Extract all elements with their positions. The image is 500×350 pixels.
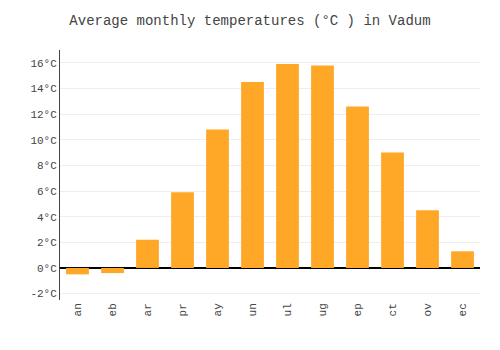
svg-text:Average monthly temperatures (: Average monthly temperatures (°C ) in Va… — [69, 13, 430, 29]
svg-text:14°C: 14°C — [30, 83, 57, 95]
svg-text:ug: ug — [317, 303, 329, 316]
svg-text:ov: ov — [422, 303, 434, 317]
svg-text:0°C: 0°C — [37, 263, 57, 275]
svg-text:10°C: 10°C — [30, 135, 57, 147]
svg-text:un: un — [247, 303, 259, 316]
svg-text:12°C: 12°C — [30, 109, 57, 121]
svg-text:ep: ep — [352, 303, 364, 316]
svg-text:ct: ct — [387, 303, 399, 316]
svg-text:ec: ec — [457, 303, 469, 316]
svg-text:16°C: 16°C — [30, 58, 57, 70]
svg-text:eb: eb — [107, 303, 119, 316]
svg-text:4°C: 4°C — [37, 212, 57, 224]
svg-text:ul: ul — [282, 303, 294, 316]
svg-text:8°C: 8°C — [37, 160, 57, 172]
svg-text:2°C: 2°C — [37, 237, 57, 249]
svg-text:-2°C: -2°C — [30, 288, 57, 300]
svg-text:pr: pr — [177, 303, 189, 316]
svg-text:6°C: 6°C — [37, 186, 57, 198]
svg-text:an: an — [72, 303, 84, 316]
svg-text:ar: ar — [142, 303, 154, 316]
svg-text:ay: ay — [212, 303, 224, 317]
